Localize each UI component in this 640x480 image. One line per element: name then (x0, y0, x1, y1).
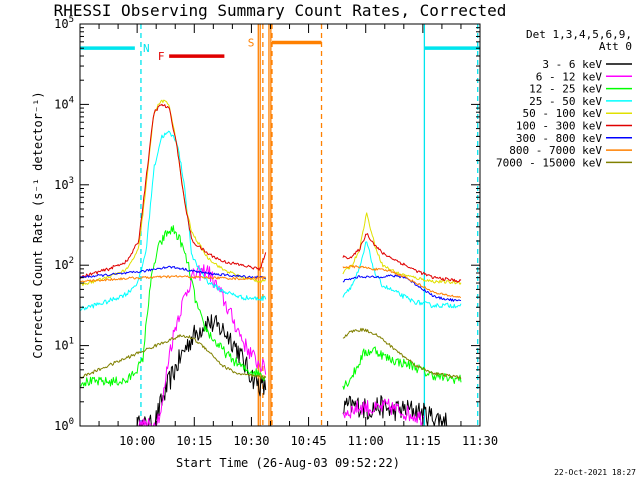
series-line (79, 327, 462, 380)
time-marker-label: F (158, 50, 165, 63)
legend-header: Det 1,3,4,5,6,9, (526, 28, 632, 41)
y-tick-exponent: 2 (69, 256, 74, 266)
y-tick-base: 10 (54, 339, 68, 353)
legend-item: 3 - 6 keV (542, 58, 632, 71)
y-tick-base: 10 (54, 17, 68, 31)
y-tick-exponent: 1 (69, 337, 74, 347)
y-tick-exponent: 3 (69, 176, 74, 186)
legend-item: 6 - 12 keV (536, 70, 632, 83)
y-axis-label: Corrected Count Rate (s⁻¹ detector⁻¹) (31, 91, 45, 358)
y-tick-label: 103 (54, 176, 74, 192)
footer-date: 22-Oct-2021 18:27 (554, 468, 636, 477)
legend-label: 7000 - 15000 keV (496, 156, 602, 169)
plot-frame (79, 23, 481, 427)
y-tick-base: 10 (54, 258, 68, 272)
time-marker-label: N (143, 42, 150, 55)
x-tick-label: 10:15 (176, 434, 212, 448)
series-3 (79, 130, 462, 312)
legend-label: 50 - 100 keV (523, 107, 603, 120)
series-5 (79, 103, 462, 283)
series-group (79, 99, 462, 427)
y-tick-label: 102 (54, 256, 74, 272)
legend-item: 50 - 100 keV (523, 107, 632, 120)
x-axis: 10:00 10:15 10:30 10:45 11:00 11:15 11:30 (79, 24, 498, 448)
legend-item: 100 - 300 keV (516, 120, 632, 133)
x-tick-label: 11:00 (348, 434, 384, 448)
legend-label: 300 - 800 keV (516, 132, 602, 145)
legend-item: 800 - 7000 keV (509, 144, 632, 157)
legend-item: 12 - 25 keV (529, 83, 632, 96)
legend-item: 25 - 50 keV (529, 95, 632, 108)
legend-item: 7000 - 15000 keV (496, 156, 632, 169)
y-tick-label: 101 (54, 337, 74, 353)
legend-item: 300 - 800 keV (516, 132, 632, 145)
y-tick-exponent: 4 (69, 95, 74, 105)
legend-label: 12 - 25 keV (529, 83, 602, 96)
legend-label: 25 - 50 keV (529, 95, 602, 108)
legend-label: 800 - 7000 keV (509, 144, 602, 157)
y-tick-exponent: 5 (69, 15, 74, 25)
series-line (79, 265, 462, 298)
legend-header: Att 0 (599, 40, 632, 53)
x-tick-label: 11:15 (405, 434, 441, 448)
series-4 (79, 99, 462, 286)
series-8 (79, 327, 462, 380)
y-tick-label: 104 (54, 95, 74, 111)
series-line (79, 130, 462, 312)
y-tick-base: 10 (54, 419, 68, 433)
y-tick-label: 105 (54, 15, 74, 31)
chart-title: RHESSI Observing Summary Count Rates, Co… (54, 1, 507, 20)
series-line (79, 103, 462, 283)
series-7 (79, 265, 462, 298)
time-marker-label: S (248, 36, 255, 49)
y-tick-base: 10 (54, 178, 68, 192)
y-tick-label: 100 (54, 417, 74, 433)
x-tick-label: 11:30 (462, 434, 498, 448)
x-axis-label: Start Time (26-Aug-03 09:52:22) (176, 456, 400, 470)
y-tick-base: 10 (54, 97, 68, 111)
series-line (137, 264, 425, 427)
series-1 (137, 264, 425, 427)
series-line (79, 99, 462, 286)
y-tick-exponent: 0 (69, 417, 74, 427)
legend-label: 6 - 12 keV (536, 70, 603, 83)
x-tick-label: 10:00 (119, 434, 155, 448)
x-tick-label: 10:30 (233, 434, 269, 448)
legend-label: 100 - 300 keV (516, 120, 602, 133)
x-tick-label: 10:45 (291, 434, 327, 448)
legend-label: 3 - 6 keV (542, 58, 602, 71)
time-markers: N S F (80, 36, 480, 63)
